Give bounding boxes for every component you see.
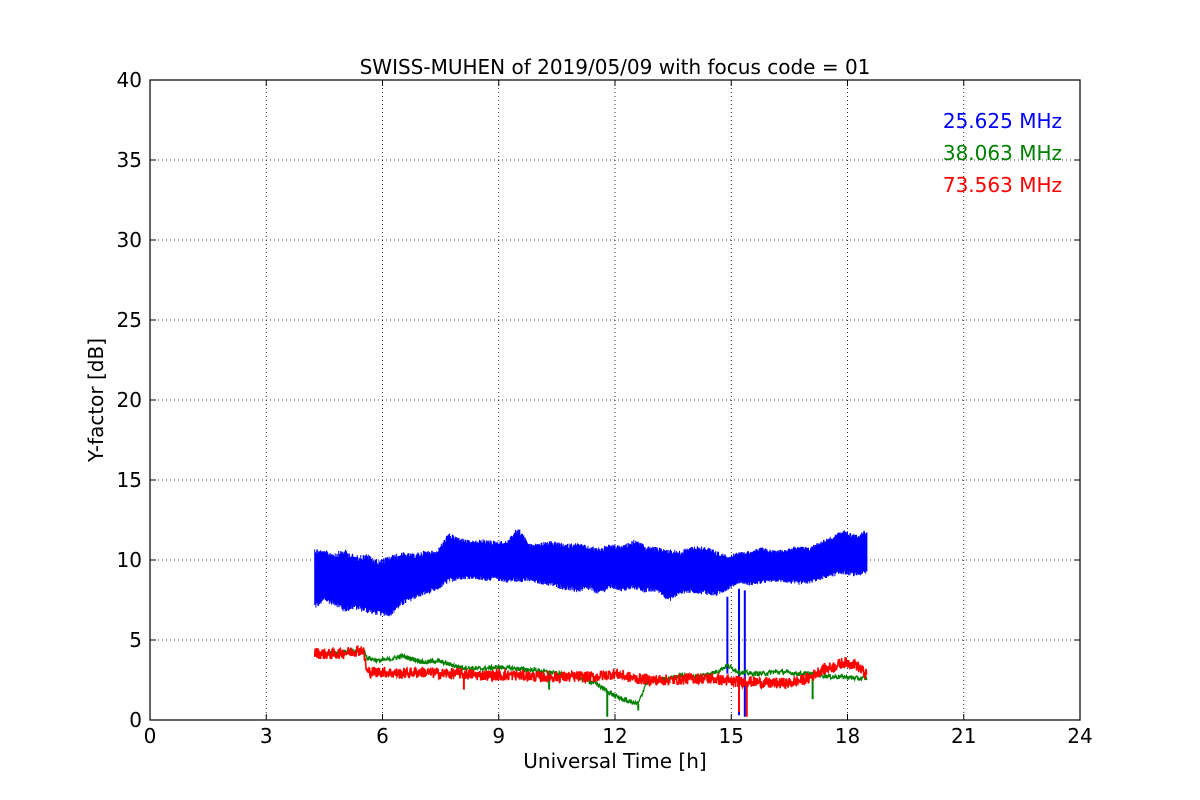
y-tick-label: 10	[117, 548, 142, 572]
y-tick-label: 35	[117, 148, 142, 172]
y-axis-label: Y-factor [dB]	[84, 338, 108, 463]
x-tick-label: 3	[260, 724, 273, 748]
y-tick-label: 5	[129, 628, 142, 652]
x-tick-label: 18	[835, 724, 860, 748]
y-tick-label: 15	[117, 468, 142, 492]
plot-area	[313, 529, 868, 717]
y-tick-label: 40	[117, 68, 142, 92]
y-tick-label: 20	[117, 388, 142, 412]
x-tick-label: 15	[719, 724, 744, 748]
x-tick-label: 21	[951, 724, 976, 748]
y-tick-label: 25	[117, 308, 142, 332]
legend-item-25-625: 25.625 MHz	[943, 109, 1062, 133]
axis-ticks: 0 3 6 9 12 15 18 21 24 0 5 10 15 20 25 30 35 40	[117, 68, 1093, 748]
series-2-line	[313, 644, 868, 717]
legend-item-38-063: 38.063 MHz	[943, 141, 1062, 165]
x-tick-label: 0	[144, 724, 157, 748]
series-0-band	[314, 529, 868, 617]
series-1-trace	[314, 647, 868, 706]
legend-item-73-563: 73.563 MHz	[943, 173, 1062, 197]
legend: 25.625 MHz 38.063 MHz 73.563 MHz	[943, 109, 1062, 197]
x-tick-label: 24	[1067, 724, 1092, 748]
chart-title: SWISS-MUHEN of 2019/05/09 with focus cod…	[360, 55, 871, 79]
y-tick-label: 0	[129, 708, 142, 732]
series-2-trace	[313, 644, 868, 690]
x-axis-label: Universal Time [h]	[523, 749, 706, 773]
x-tick-label: 9	[492, 724, 505, 748]
y-tick-label: 30	[117, 228, 142, 252]
x-tick-label: 6	[376, 724, 389, 748]
x-tick-label: 12	[602, 724, 627, 748]
